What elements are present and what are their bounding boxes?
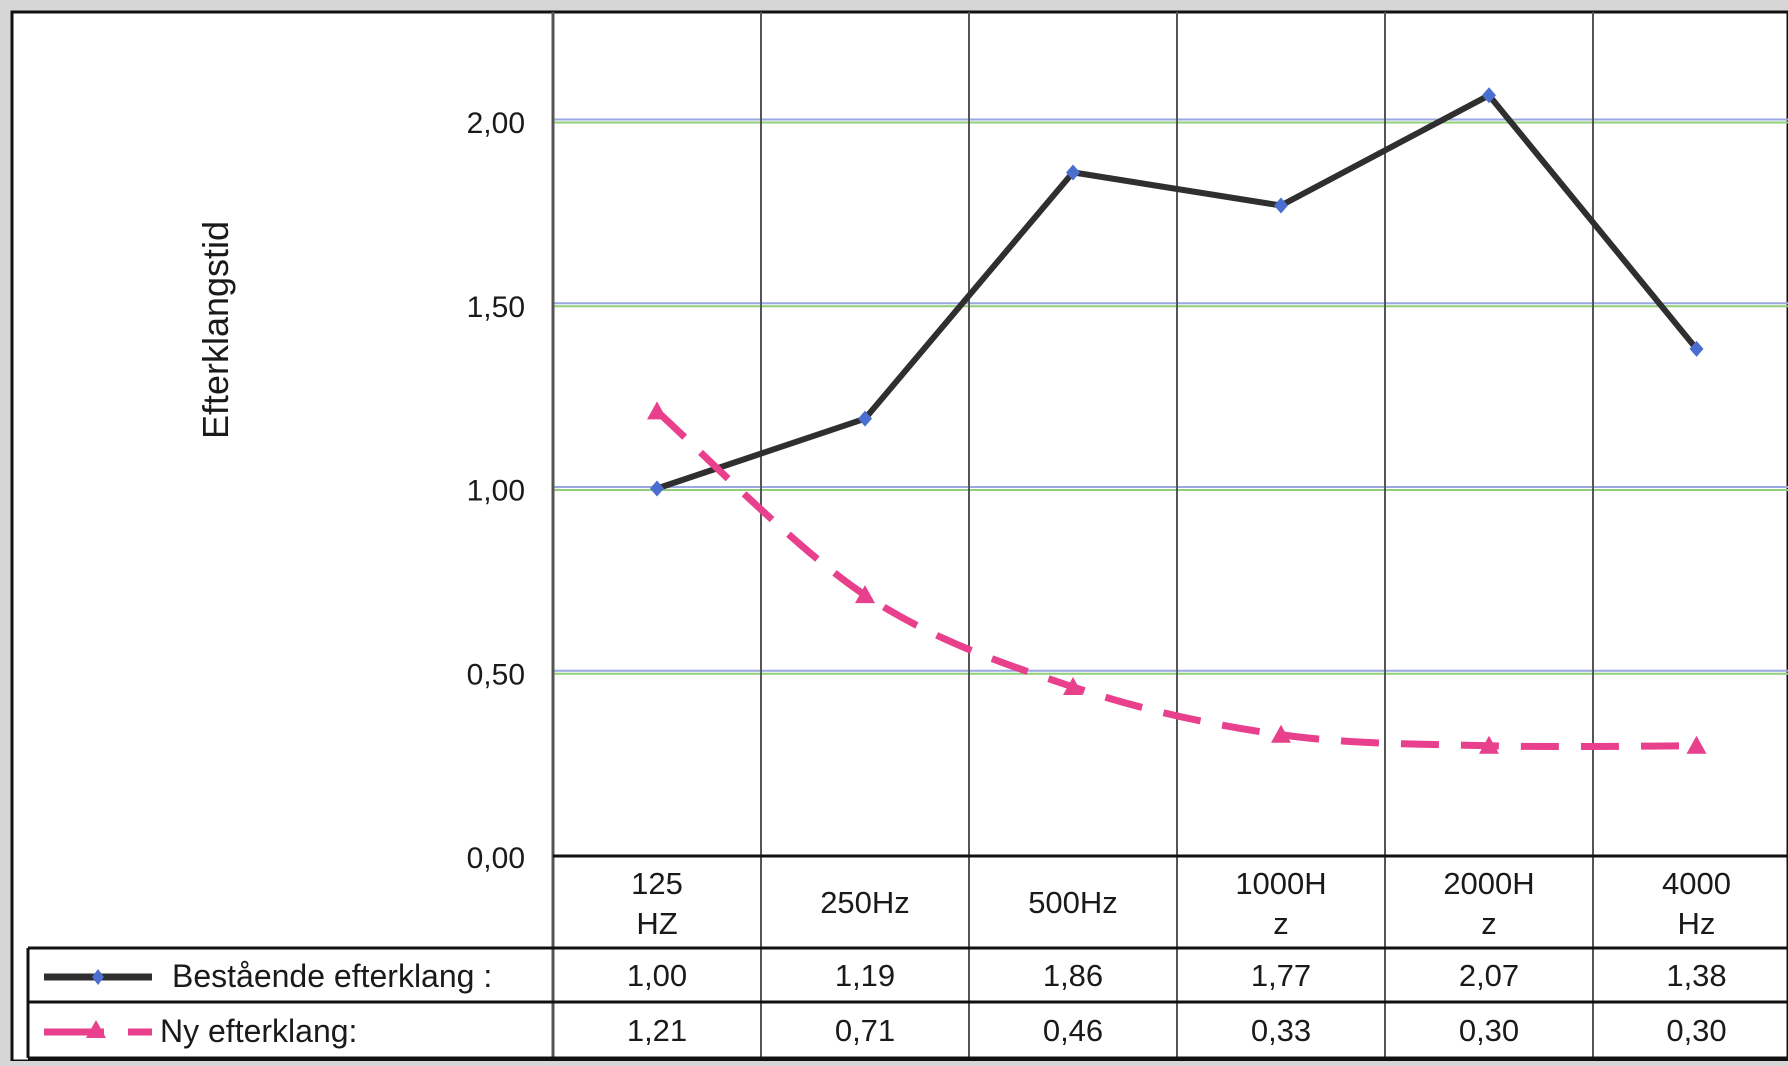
diamond-marker <box>1066 164 1080 181</box>
y-tick-label: 0,50 <box>467 658 525 691</box>
triangle-marker <box>1063 676 1083 695</box>
legend-label: Ny efterklang: <box>160 1013 357 1049</box>
diamond-marker <box>1274 197 1288 214</box>
diamond-marker <box>1482 87 1496 104</box>
diamond-marker <box>1689 340 1704 357</box>
data-label: 1,21 <box>627 1013 687 1048</box>
data-label: 0,30 <box>1666 1013 1726 1048</box>
x-category-label: z <box>1481 906 1497 941</box>
diamond-marker <box>858 410 872 427</box>
triangle-marker <box>647 401 667 420</box>
x-category-label: 125 <box>631 866 683 901</box>
y-tick-label: 0,00 <box>467 842 525 875</box>
triangle-marker <box>855 585 875 604</box>
x-category-label: 250Hz <box>820 885 910 920</box>
data-label: 1,38 <box>1666 958 1726 993</box>
data-label: 0,46 <box>1043 1013 1103 1048</box>
data-label: 0,71 <box>835 1013 895 1048</box>
x-category-label: Hz <box>1678 906 1716 941</box>
diamond-marker <box>650 480 664 497</box>
data-label: 1,86 <box>1043 958 1103 993</box>
data-label: 1,19 <box>835 958 895 993</box>
data-label: 1,00 <box>627 958 687 993</box>
x-category-label: 2000H <box>1443 866 1534 901</box>
legend-label: Bestående efterklang : <box>172 958 492 994</box>
data-label: 0,33 <box>1251 1013 1311 1048</box>
triangle-marker <box>1271 724 1291 743</box>
series-line-1 <box>656 92 1699 492</box>
legend-marker <box>86 1020 106 1038</box>
triangle-marker <box>1686 735 1707 754</box>
x-category-label: 1000H <box>1235 866 1326 901</box>
legend-marker <box>92 969 104 985</box>
y-tick-label: 1,00 <box>467 475 525 508</box>
y-tick-label: 1,50 <box>467 291 525 324</box>
data-label: 0,30 <box>1459 1013 1519 1048</box>
x-category-label: 4000 <box>1662 866 1731 901</box>
x-category-label: z <box>1273 906 1289 941</box>
x-category-label: HZ <box>636 906 677 941</box>
y-tick-label: 2,00 <box>467 107 525 140</box>
y-axis-label: Efterklangstid <box>195 221 236 439</box>
triangle-marker <box>1479 735 1499 754</box>
plot-background <box>10 10 1788 1063</box>
x-category-label: 500Hz <box>1028 885 1118 920</box>
data-label: 1,77 <box>1251 958 1311 993</box>
data-label: 2,07 <box>1459 958 1519 993</box>
